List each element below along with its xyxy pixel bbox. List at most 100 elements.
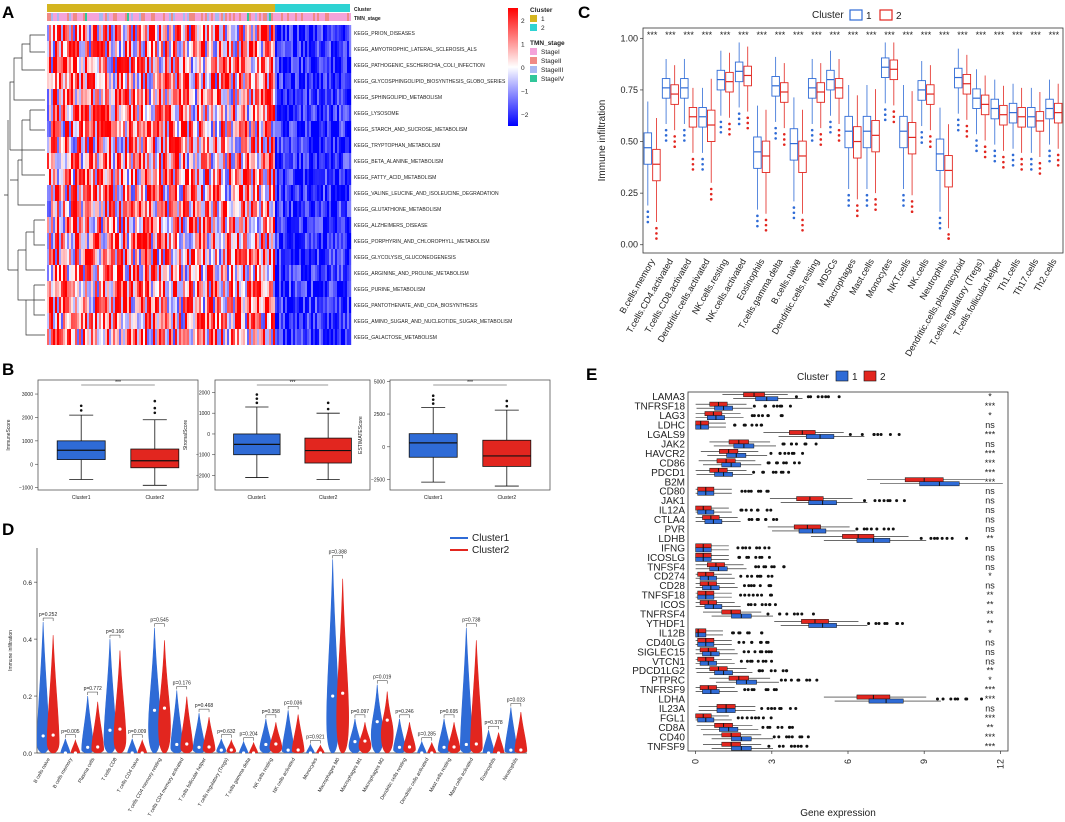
heatmap-cell <box>173 217 176 233</box>
b-plot-frame <box>37 379 199 491</box>
heatmap-cell <box>247 105 250 121</box>
heatmap-cell <box>183 297 186 313</box>
heatmap-cell <box>329 249 332 265</box>
heatmap-cell <box>103 105 106 121</box>
heatmap-cell <box>335 73 338 89</box>
heatmap-cell <box>297 201 300 217</box>
c-outlier <box>874 203 877 206</box>
c-box <box>871 120 880 153</box>
d-violin <box>358 722 372 754</box>
stage-cell <box>69 13 71 21</box>
heatmap-cell <box>193 121 196 137</box>
heatmap-cell <box>65 329 68 345</box>
heatmap-cell <box>193 73 196 89</box>
heatmap-cell <box>217 57 220 73</box>
heatmap-cell <box>259 265 262 281</box>
heatmap-cell <box>79 297 82 313</box>
heatmap-cell <box>269 313 272 329</box>
heatmap-cell <box>199 73 202 89</box>
c-outlier <box>883 108 887 111</box>
heatmap-cell <box>295 201 298 217</box>
heatmap-cell <box>55 25 58 41</box>
heatmap-cell <box>101 57 104 73</box>
legend-label-stage: StageIV <box>541 76 565 83</box>
heatmap-cell <box>147 121 150 137</box>
heatmap-cell <box>229 73 232 89</box>
d-median-dot <box>229 748 233 752</box>
c-outlier <box>983 155 987 159</box>
c-outlier <box>993 154 997 158</box>
d-violin <box>202 717 216 754</box>
heatmap-cell <box>325 137 328 153</box>
heatmap-cell <box>221 57 224 73</box>
heatmap-cell <box>129 153 132 169</box>
heatmap-cell <box>227 281 230 297</box>
e-category-label: TNFRSF9 <box>640 685 685 696</box>
heatmap-cell <box>115 41 118 57</box>
e-sig-label: ns <box>985 647 995 657</box>
heatmap-cell <box>207 185 210 201</box>
heatmap-cell <box>143 233 146 249</box>
heatmap-cell <box>123 25 126 41</box>
heatmap-cell <box>237 89 240 105</box>
e-sig-label: ns <box>985 486 995 496</box>
e-xlabel: Gene expression <box>800 808 876 819</box>
heatmap-cell <box>345 41 348 57</box>
c-outlier <box>1020 162 1023 166</box>
heatmap-cell <box>79 201 82 217</box>
heatmap-cell <box>205 201 208 217</box>
heatmap-cell <box>167 169 170 185</box>
heatmap-cell <box>297 25 300 41</box>
heatmap-cell <box>269 265 272 281</box>
e-category-label: TNFSF18 <box>642 591 686 602</box>
heatmap-cell <box>307 153 310 169</box>
heatmap-cell <box>317 169 320 185</box>
heatmap-cell <box>261 41 264 57</box>
heatmap-cell <box>99 233 102 249</box>
heatmap-cell <box>77 57 80 73</box>
heatmap-cell <box>101 265 104 281</box>
heatmap-cell <box>115 249 118 265</box>
d-median-dot <box>241 751 246 755</box>
stage-cell <box>337 13 339 21</box>
heatmap-cell <box>239 25 242 41</box>
e-outlier <box>867 621 871 625</box>
heatmap-cell <box>231 313 234 329</box>
heatmap-cell <box>131 329 134 345</box>
stage-cell <box>151 13 153 21</box>
heatmap-cell <box>203 281 206 297</box>
heatmap-cell <box>259 297 262 313</box>
heatmap-cell <box>203 265 206 281</box>
heatmap-cell <box>285 281 288 297</box>
e-outlier <box>792 451 796 455</box>
heatmap-cell <box>153 217 156 233</box>
heatmap-cell <box>205 73 208 89</box>
heatmap-cell <box>295 169 298 185</box>
heatmap-cell <box>117 217 120 233</box>
heatmap-cell <box>273 169 276 185</box>
heatmap-cell <box>217 41 220 57</box>
heatmap-cell <box>323 249 326 265</box>
d-violin <box>417 740 427 754</box>
c-box <box>761 140 771 173</box>
heatmap-cell <box>311 249 314 265</box>
legend-swatch-stage <box>530 75 537 82</box>
heatmap-cell <box>87 25 90 41</box>
heatmap-cell <box>73 73 76 89</box>
heatmap-cell <box>209 121 212 137</box>
c-outlier <box>655 226 658 230</box>
d-violin <box>36 622 50 754</box>
heatmap-cell <box>317 73 320 89</box>
heatmap-cell <box>279 281 282 297</box>
heatmap-cell <box>301 105 304 121</box>
heatmap-cell <box>171 57 174 73</box>
heatmap-cell <box>73 201 76 217</box>
heatmap-cell <box>195 25 198 41</box>
heatmap-cell <box>145 185 148 201</box>
heatmap-cell <box>191 265 194 281</box>
heatmap-cell <box>125 169 128 185</box>
heatmap-cell <box>97 137 100 153</box>
heatmap-cell <box>333 57 336 73</box>
heatmap-cell <box>323 73 326 89</box>
heatmap-cell <box>47 297 50 313</box>
